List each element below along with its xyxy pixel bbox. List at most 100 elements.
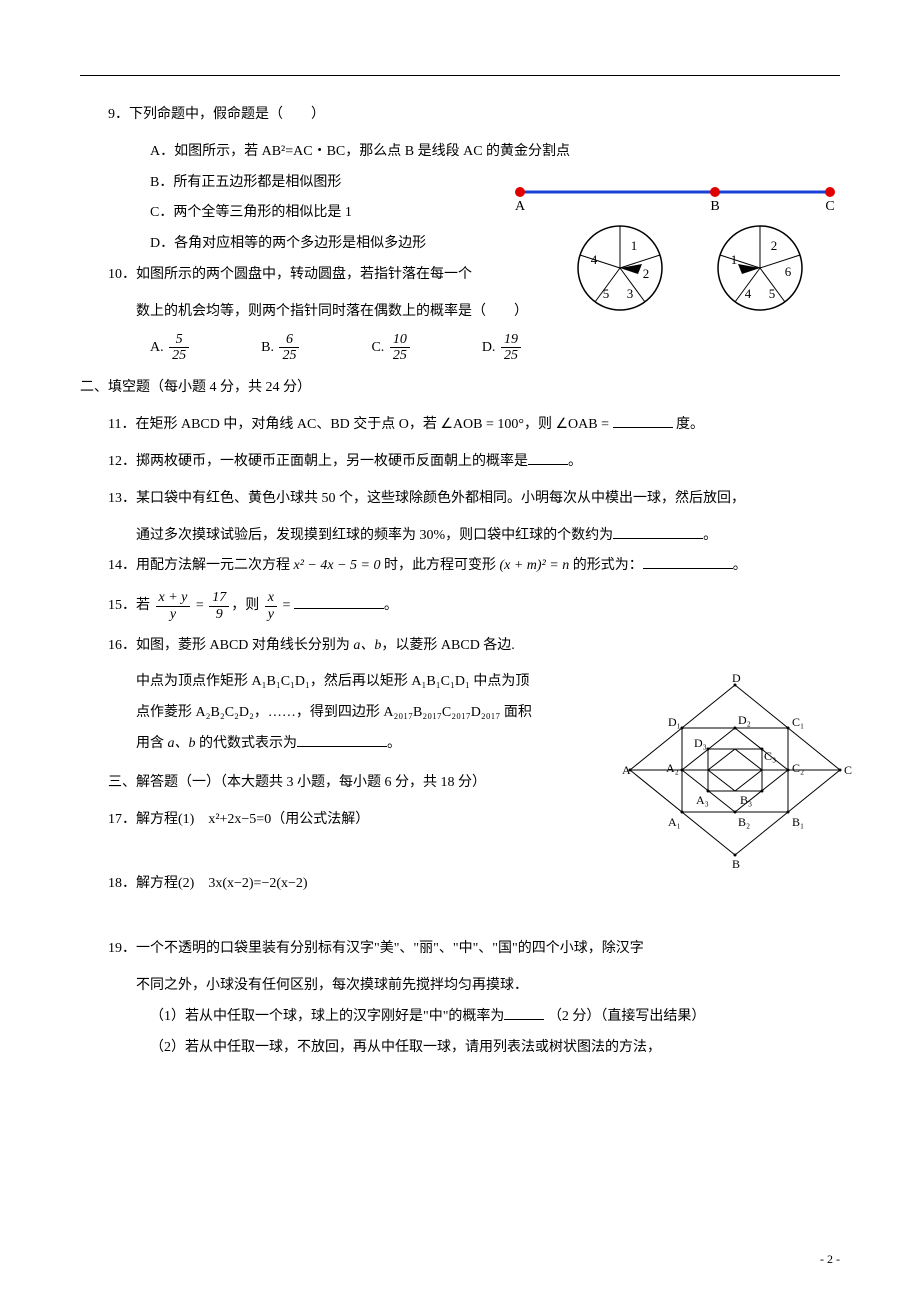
svg-text:4: 4 [745, 286, 752, 301]
q10-A-label: A. [150, 340, 164, 355]
header-rule [80, 75, 840, 76]
q9-num: 9． [108, 107, 129, 122]
q9-stem: 下列命题中，假命题是（ ） [129, 107, 325, 122]
q12-num: 12． [108, 454, 136, 469]
svg-text:6: 6 [785, 264, 792, 279]
q9-optA: A．如图所示，若 AB²=AC・BC，那么点 B 是线段 AC 的黄金分割点 [80, 137, 840, 168]
q9: 9．下列命题中，假命题是（ ） [80, 100, 840, 131]
q15-tail: 。 [384, 598, 398, 613]
q15-f3d: y [265, 607, 277, 622]
q10-options: A. 525 B. 625 C. 1025 D. 1925 [80, 332, 840, 364]
q12-tail: 。 [568, 454, 582, 469]
q19-l1: 一个不透明的口袋里装有分别标有汉字"美"、"丽"、"中"、"国"的四个小球，除汉… [136, 941, 644, 956]
q14-t3: 的形式为： [569, 558, 643, 573]
q10-C: C. 1025 [371, 332, 411, 364]
svg-text:A: A [622, 763, 631, 777]
svg-text:D₃: D₃ [694, 736, 707, 750]
svg-text:2: 2 [643, 266, 650, 281]
q15-f2n: 17 [209, 590, 229, 606]
q16-num: 16． [108, 638, 136, 653]
q14-eq1: x² − 4x − 5 = 0 [294, 558, 381, 573]
svg-text:B₁: B₁ [792, 815, 804, 829]
seg-label-B: B [710, 199, 719, 212]
svg-text:C: C [844, 763, 852, 777]
q12-text: 掷两枚硬币，一枚硬币正面朝上，另一枚硬币反面朝上的概率是 [136, 454, 528, 469]
q15-num: 15． [108, 598, 136, 613]
q15-blank [294, 595, 384, 609]
q16-l2: 中点为顶点作矩形 A₁B₁C₁D₁，然后再以矩形 A₁B₁C₁D₁ 中点为顶 [80, 667, 580, 698]
q10-C-label: C. [371, 340, 384, 355]
q16-l4b: a、b [168, 736, 196, 751]
q15-f1n: x + y [156, 590, 191, 606]
q12-blank [528, 451, 568, 465]
rhombus-fig: A C D B D₁ C₁ A₁ B₁ A₂ C₂ D₂ B₂ D₃ C₃ A₃… [610, 670, 860, 870]
q15-mid: = [192, 598, 207, 613]
spinners-fig: 1 2 3 5 4 2 6 5 4 1 [560, 218, 840, 318]
q15-t1: 若 [136, 598, 154, 613]
q13-blank [613, 525, 703, 539]
svg-text:5: 5 [603, 286, 610, 301]
q19-s1-wrap: （1）若从中任取一个球，球上的汉字刚好是"中"的概率为 （2 分）（直接写出结果… [80, 1002, 840, 1033]
q15-t2: ，则 [231, 598, 263, 613]
q15-f1d: y [156, 607, 191, 622]
q15: 15．若 x + yy = 179，则 xy = 。 [80, 588, 840, 624]
q10-A: A. 525 [150, 332, 191, 364]
svg-text:B: B [732, 857, 740, 870]
svg-text:1: 1 [631, 238, 638, 253]
q14-tail: 。 [733, 558, 747, 573]
q10-num: 10． [108, 267, 136, 282]
svg-text:D₂: D₂ [738, 713, 751, 727]
svg-text:5: 5 [769, 286, 776, 301]
q16-tail: 。 [387, 736, 401, 751]
svg-text:A₂: A₂ [666, 761, 679, 775]
q10-D: D. 1925 [482, 332, 523, 364]
q13-l2: 通过多次摸球试验后，发现摸到红球的频率为 30%，则口袋中红球的个数约为 [136, 528, 613, 543]
q14-t2: 时，此方程可变形 [380, 558, 499, 573]
svg-text:A₁: A₁ [668, 815, 681, 829]
q19-l2: 不同之外，小球没有任何区别，每次摸球前先搅拌均匀再摸球． [80, 971, 840, 1002]
q17-text: 解方程(1) x²+2x−5=0（用公式法解） [136, 812, 369, 827]
q12: 12．掷两枚硬币，一枚硬币正面朝上，另一枚硬币反面朝上的概率是 。 [80, 447, 840, 478]
q10-B-den: 25 [279, 348, 299, 363]
q18: 18．解方程(2) 3x(x−2)=−2(x−2) [80, 869, 840, 900]
q16-l4a: 用含 [136, 736, 168, 751]
q14-num: 14． [108, 558, 136, 573]
q10-B-label: B. [261, 340, 274, 355]
q16-l4-wrap: 用含 a、b 的代数式表示为。 [80, 729, 580, 760]
q18-text: 解方程(2) 3x(x−2)=−2(x−2) [136, 876, 308, 891]
q10-D-label: D. [482, 340, 496, 355]
q10-C-num: 10 [390, 332, 410, 348]
q10-A-den: 25 [169, 348, 189, 363]
line-segment-fig: A B C [510, 182, 840, 212]
q11-num: 11． [108, 417, 135, 432]
svg-text:D: D [732, 671, 741, 685]
q19-s2: （2）若从中任取一球，不放回，再从中任取一球，请用列表法或树状图法的方法， [80, 1033, 840, 1064]
q10-stem1: 如图所示的两个圆盘中，转动圆盘，若指针落在每一个 [136, 267, 472, 282]
q19-blank [504, 1006, 544, 1020]
q17-num: 17． [108, 812, 136, 827]
q10-D-den: 25 [501, 348, 521, 363]
seg-label-A: A [515, 199, 526, 212]
q18-num: 18． [108, 876, 136, 891]
svg-text:A₃: A₃ [696, 793, 709, 807]
q16-l3: 点作菱形 A₂B₂C₂D₂，……，得到四边形 A₂₀₁₇B₂₀₁₇C₂₀₁₇D₂… [80, 698, 580, 729]
q11-eq2: ∠OAB = [556, 417, 610, 432]
svg-text:C₃: C₃ [764, 749, 776, 763]
q11-t1: 在矩形 ABCD 中，对角线 AC、BD 交于点 O，若 [135, 417, 440, 432]
q11-blank [613, 414, 673, 428]
q14-blank [643, 555, 733, 569]
q19-s1a: （1）若从中任取一个球，球上的汉字刚好是"中"的概率为 [150, 1009, 504, 1024]
q16-l1b: a、b [353, 638, 381, 653]
svg-text:D₁: D₁ [668, 715, 681, 729]
q16: 16．如图，菱形 ABCD 对角线长分别为 a、b，以菱形 ABCD 各边. [80, 631, 560, 662]
q10-D-num: 19 [501, 332, 521, 348]
q13-num: 13． [108, 491, 136, 506]
q11-t3: 度。 [673, 417, 705, 432]
svg-text:B₂: B₂ [738, 815, 750, 829]
q11: 11．在矩形 ABCD 中，对角线 AC、BD 交于点 O，若 ∠AOB = 1… [80, 410, 840, 441]
q15-f2d: 9 [209, 607, 229, 622]
q16-l1a: 如图，菱形 ABCD 对角线长分别为 [136, 638, 353, 653]
q11-t2: ，则 [524, 417, 556, 432]
q15-f3n: x [265, 590, 277, 606]
q10-B-num: 6 [279, 332, 299, 348]
